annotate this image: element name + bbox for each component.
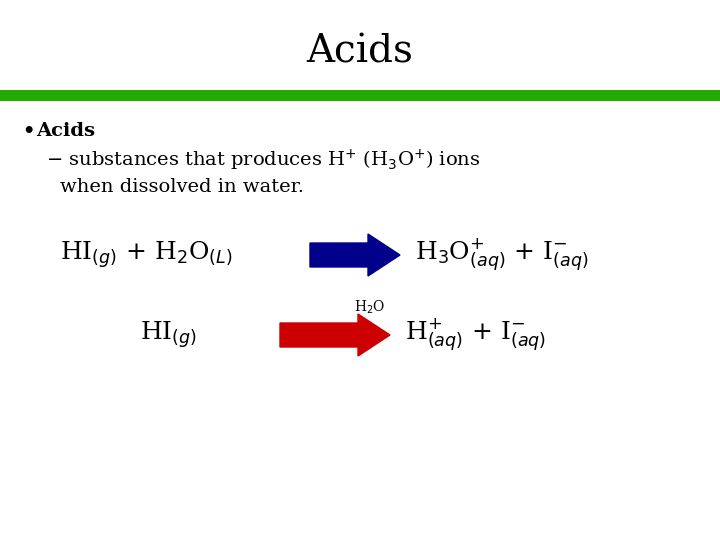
Text: HI$_{(g)}$: HI$_{(g)}$ xyxy=(140,320,197,350)
Text: Acids: Acids xyxy=(36,122,95,140)
Bar xyxy=(0,90,720,101)
FancyArrow shape xyxy=(310,234,400,276)
Text: when dissolved in water.: when dissolved in water. xyxy=(60,178,304,196)
FancyArrow shape xyxy=(280,314,390,356)
Text: H$_{3}$O$^{+}_{(aq)}$ + I$^{-}_{(aq)}$: H$_{3}$O$^{+}_{(aq)}$ + I$^{-}_{(aq)}$ xyxy=(415,237,589,273)
Text: H$^{+}_{(aq)}$ + I$^{-}_{(aq)}$: H$^{+}_{(aq)}$ + I$^{-}_{(aq)}$ xyxy=(405,317,546,353)
Text: HI$_{(g)}$ + H$_{2}$O$_{(L)}$: HI$_{(g)}$ + H$_{2}$O$_{(L)}$ xyxy=(60,240,233,271)
Text: H$_{2}$O: H$_{2}$O xyxy=(354,298,386,316)
Text: Acids: Acids xyxy=(307,33,413,71)
Text: $-$ substances that produces H$^{+}$ (H$_{3}$O$^{+}$) ions: $-$ substances that produces H$^{+}$ (H$… xyxy=(46,148,480,173)
Text: •: • xyxy=(22,122,35,141)
